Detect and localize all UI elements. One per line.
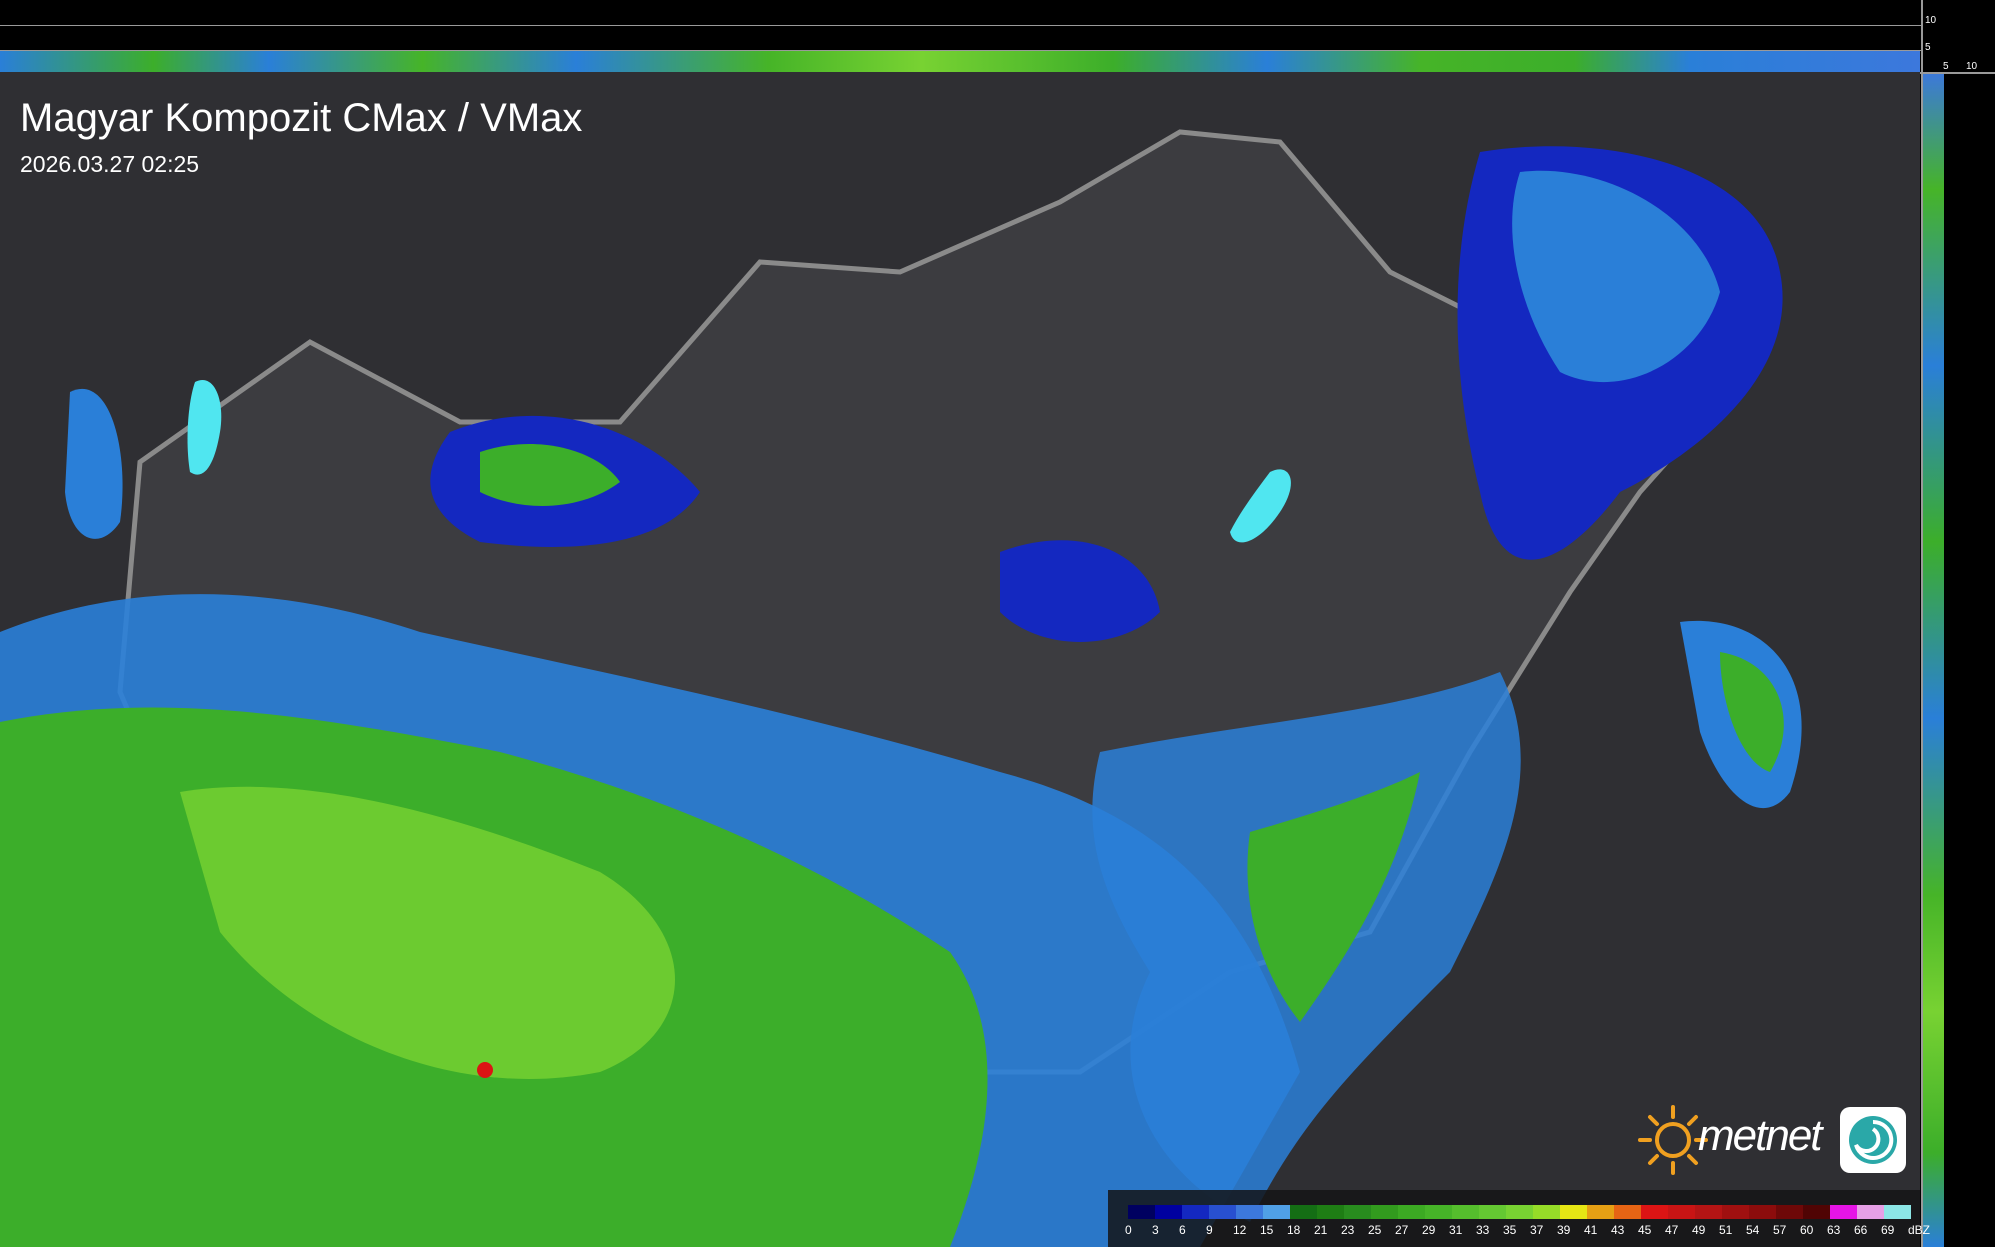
metnet-logo: metnet (1638, 1103, 1913, 1178)
profile-top-echo (0, 50, 1920, 72)
legend-label: 54 (1746, 1223, 1760, 1237)
legend-swatch (1479, 1205, 1506, 1219)
legend-swatch (1371, 1205, 1398, 1219)
legend-swatch (1560, 1205, 1587, 1219)
legend-label: 51 (1719, 1223, 1733, 1237)
legend-swatch (1506, 1205, 1533, 1219)
logo-text: metnet (1698, 1111, 1823, 1160)
legend-swatch (1209, 1205, 1236, 1219)
legend-label: 0 (1125, 1223, 1132, 1237)
radar-map[interactable] (0, 72, 1920, 1247)
legend-swatch (1263, 1205, 1290, 1219)
map-title: Magyar Kompozit CMax / VMax (20, 96, 583, 140)
legend-swatch (1290, 1205, 1317, 1219)
legend-label: 3 (1152, 1223, 1159, 1237)
tick-label: 5 (1943, 61, 1949, 72)
legend-swatch (1668, 1205, 1695, 1219)
legend-label: 63 (1827, 1223, 1841, 1237)
tick-label: 10 (1925, 15, 1937, 26)
map-timestamp: 2026.03.27 02:25 (20, 151, 200, 177)
axis-line-vertical (1921, 0, 1923, 1247)
legend-label: 33 (1476, 1223, 1490, 1237)
legend-labels: 0 3 6 9 12 15 18 21 23 25 27 29 31 33 35 37 39 41 43 45 47 49… (1125, 1223, 1938, 1237)
legend-swatch (1830, 1205, 1857, 1219)
legend-swatch (1614, 1205, 1641, 1219)
legend-label: 39 (1557, 1223, 1571, 1237)
legend-swatch (1452, 1205, 1479, 1219)
legend-swatch (1695, 1205, 1722, 1219)
legend-label: 21 (1314, 1223, 1328, 1237)
precipitation-echoes (0, 146, 1802, 1247)
legend-swatch (1398, 1205, 1425, 1219)
legend-label: 18 (1287, 1223, 1301, 1237)
legend-swatch (1857, 1205, 1884, 1219)
legend-label: 35 (1503, 1223, 1517, 1237)
axis-line-top-5 (0, 50, 1921, 51)
legend-swatch (1776, 1205, 1803, 1219)
legend-swatch (1236, 1205, 1263, 1219)
legend-label: 27 (1395, 1223, 1409, 1237)
dbz-legend: 0 3 6 9 12 15 18 21 23 25 27 29 31 33 35 37 39 41 43 45 47 49… (1108, 1190, 1930, 1247)
legend-label: 9 (1206, 1223, 1213, 1237)
tick-label: 5 (1925, 42, 1931, 53)
profile-right-echo (1922, 72, 1944, 1247)
legend-swatch (1344, 1205, 1371, 1219)
legend-label: 66 (1854, 1223, 1868, 1237)
legend-label: 12 (1233, 1223, 1247, 1237)
legend-swatch (1155, 1205, 1182, 1219)
legend-label: 60 (1800, 1223, 1814, 1237)
swirl-icon (1840, 1107, 1906, 1173)
legend-label: 23 (1341, 1223, 1355, 1237)
legend-label: 57 (1773, 1223, 1787, 1237)
legend-swatch (1884, 1205, 1911, 1219)
legend-label: 29 (1422, 1223, 1436, 1237)
legend-swatch (1722, 1205, 1749, 1219)
legend-swatch (1533, 1205, 1560, 1219)
legend-swatch (1128, 1205, 1155, 1219)
legend-label: 47 (1665, 1223, 1679, 1237)
legend-label: 6 (1179, 1223, 1186, 1237)
axis-line-top-10 (0, 25, 1921, 26)
legend-swatch (1317, 1205, 1344, 1219)
legend-label: 31 (1449, 1223, 1463, 1237)
legend-swatch (1749, 1205, 1776, 1219)
legend-label: 69 (1881, 1223, 1895, 1237)
legend-label: 43 (1611, 1223, 1625, 1237)
legend-label: 49 (1692, 1223, 1706, 1237)
legend-swatch (1641, 1205, 1668, 1219)
legend-swatch (1587, 1205, 1614, 1219)
legend-color-bar (1128, 1205, 1911, 1219)
legend-label: 15 (1260, 1223, 1274, 1237)
legend-label: 41 (1584, 1223, 1598, 1237)
legend-swatch (1425, 1205, 1452, 1219)
legend-label: 45 (1638, 1223, 1652, 1237)
legend-swatch (1182, 1205, 1209, 1219)
legend-label: 37 (1530, 1223, 1544, 1237)
legend-unit: dBZ (1908, 1223, 1931, 1237)
legend-swatch (1803, 1205, 1830, 1219)
tick-label: 10 (1966, 61, 1978, 72)
legend-label: 25 (1368, 1223, 1382, 1237)
sun-icon (1638, 1105, 1708, 1175)
